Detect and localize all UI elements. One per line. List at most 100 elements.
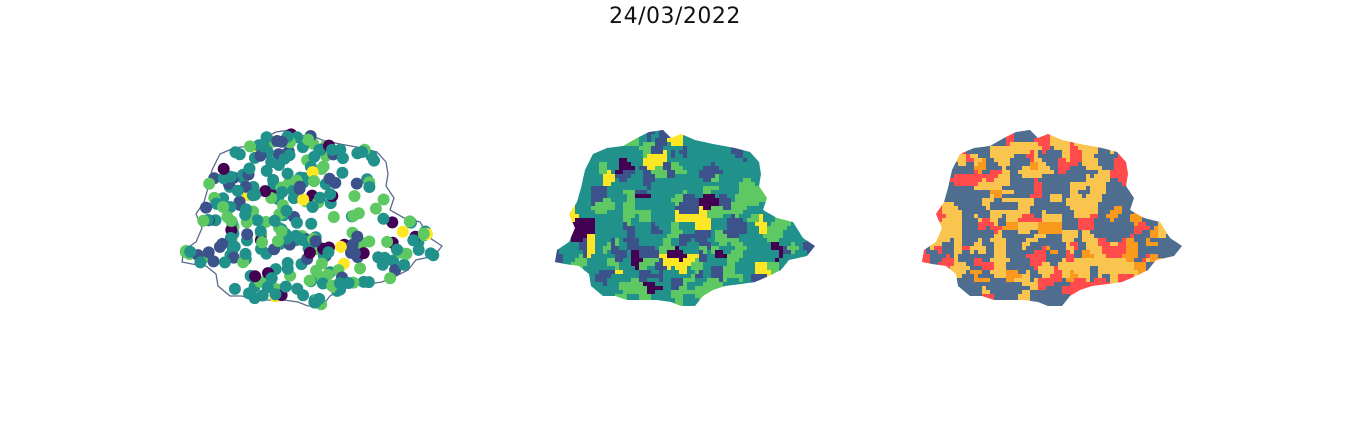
- municipality-region-cell: [735, 158, 740, 163]
- municipality-region-cell: [1154, 210, 1159, 215]
- municipality-region-cell: [1066, 206, 1071, 211]
- municipality-region-cell: [994, 162, 999, 167]
- municipality-region-cell: [795, 254, 800, 259]
- municipality-region-cell: [679, 158, 684, 163]
- municipality-region-cell: [1174, 194, 1179, 199]
- municipality-region-cell: [779, 206, 784, 211]
- municipality-region-cell: [1006, 190, 1011, 195]
- municipality-region-cell: [671, 130, 676, 135]
- municipality-region-cell: [1018, 202, 1023, 207]
- municipality-region-cell: [699, 142, 704, 147]
- municipality-region-cell: [1142, 150, 1147, 155]
- municipality-region-cell: [635, 274, 640, 279]
- municipality-region-cell: [635, 166, 640, 171]
- municipality-region-cell: [671, 278, 676, 283]
- municipality-region-cell: [583, 138, 588, 143]
- municipality-region-cell: [611, 258, 616, 263]
- municipality-region-cell: [763, 134, 768, 139]
- municipality-region-cell: [607, 294, 612, 299]
- municipality-region-cell: [663, 210, 668, 215]
- municipality-region-cell: [1130, 182, 1135, 187]
- municipality-region-cell: [958, 210, 963, 215]
- municipality-region-cell: [1146, 170, 1151, 175]
- municipality-region-cell: [1062, 150, 1067, 155]
- municipality-region-cell: [659, 130, 664, 131]
- municipality-region-cell: [719, 262, 724, 267]
- municipality-region-cell: [799, 270, 804, 275]
- municipality-region-cell: [743, 230, 748, 235]
- municipality-region-cell: [803, 258, 808, 263]
- municipality-region-cell: [811, 166, 815, 171]
- municipality-region-cell: [1062, 162, 1067, 167]
- municipality-region-cell: [567, 194, 572, 199]
- municipality-region-cell: [711, 282, 716, 287]
- municipality-region-cell: [743, 154, 748, 159]
- municipality-region-cell: [1078, 162, 1083, 167]
- municipality-region-cell: [603, 214, 608, 219]
- municipality-region-cell: [579, 158, 584, 163]
- municipality-region-cell: [807, 226, 812, 231]
- municipality-region-cell: [771, 242, 776, 247]
- municipality-region-cell: [731, 230, 736, 235]
- municipality-region-cell: [651, 182, 656, 187]
- municipality-region-cell: [555, 194, 556, 199]
- municipality-region-cell: [946, 182, 951, 187]
- municipality-region-cell: [962, 190, 967, 195]
- municipality-region-cell: [994, 166, 999, 171]
- municipality-region-cell: [683, 166, 688, 171]
- municipality-region-cell: [623, 170, 628, 175]
- municipality-region-cell: [687, 166, 692, 171]
- municipality-region-cell: [938, 158, 943, 163]
- municipality-region-cell: [555, 238, 556, 243]
- municipality-region-cell: [791, 290, 796, 295]
- municipality-region-cell: [1118, 134, 1123, 139]
- municipality-region-cell: [1114, 142, 1119, 147]
- municipality-region-cell: [1110, 138, 1115, 143]
- municipality-region-cell: [1018, 130, 1023, 131]
- municipality-region-cell: [791, 278, 796, 283]
- municipality-region-cell: [767, 206, 772, 211]
- municipality-region-cell: [579, 242, 584, 247]
- municipality-region-cell: [807, 198, 812, 203]
- municipality-region-cell: [751, 146, 756, 151]
- municipality-region-cell: [703, 306, 707, 310]
- municipality-region-cell: [1030, 138, 1035, 143]
- municipality-region-cell: [1014, 182, 1019, 187]
- municipality-region-cell: [1150, 202, 1155, 207]
- municipality-region-cell: [994, 158, 999, 163]
- municipality-region-cell: [982, 162, 987, 167]
- municipality-region-cell: [767, 238, 772, 243]
- municipality-region-cell: [1154, 154, 1159, 159]
- municipality-region-cell: [819, 266, 823, 270]
- municipality-region-cell: [970, 162, 975, 167]
- municipality-region-cell: [1050, 154, 1055, 159]
- municipality-region-cell: [1014, 158, 1019, 163]
- municipality-region-cell: [591, 286, 596, 291]
- municipality-region-cell: [958, 158, 963, 163]
- municipality-region-cell: [819, 166, 823, 170]
- municipality-region-cell: [699, 194, 704, 199]
- municipality-region-cell: [990, 166, 995, 171]
- municipality-region-cell: [695, 198, 700, 203]
- municipality-region-cell: [803, 262, 808, 267]
- municipality-region-cell: [567, 166, 572, 171]
- municipality-region-cell: [950, 186, 955, 191]
- municipality-region-cell: [675, 170, 680, 175]
- municipality-region-cell: [747, 214, 752, 219]
- municipality-region-cell: [759, 146, 764, 151]
- municipality-region-cell: [787, 210, 792, 215]
- municipality-region-cell: [627, 246, 632, 251]
- municipality-region-cell: [743, 266, 748, 271]
- municipality-region-cell: [954, 186, 959, 191]
- municipality-region-cell: [771, 238, 776, 243]
- municipality-region-cell: [771, 206, 776, 211]
- municipality-region-cell: [631, 270, 636, 275]
- municipality-region-cell: [771, 190, 776, 195]
- municipality-region-cell: [990, 158, 995, 163]
- municipality-region-cell: [1002, 150, 1007, 155]
- municipality-region-cell: [683, 130, 688, 131]
- municipality-region-cell: [743, 166, 748, 171]
- municipality-region-cell: [635, 230, 640, 235]
- municipality-region-cell: [1150, 134, 1155, 139]
- municipality-region-cell: [998, 178, 1003, 183]
